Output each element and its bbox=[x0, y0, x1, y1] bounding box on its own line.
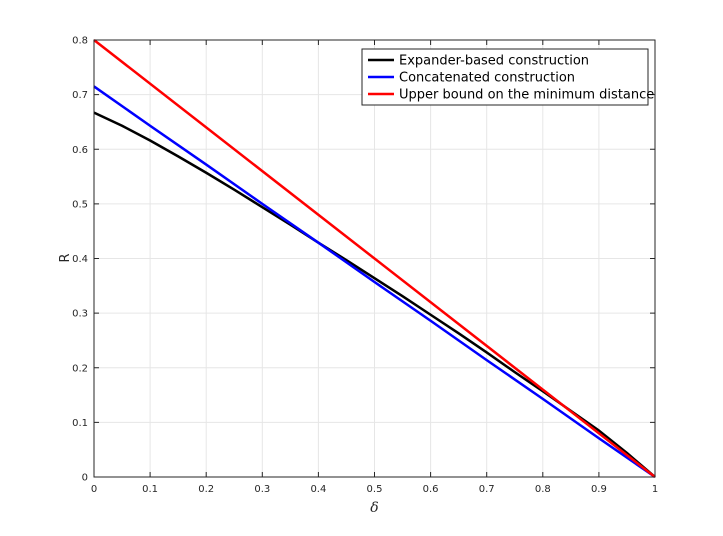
series-layer bbox=[93, 39, 656, 479]
legend-label-1: Expander-based construction bbox=[399, 54, 589, 69]
x-tick-label: 0.6 bbox=[423, 484, 439, 495]
x-tick-label: 0.9 bbox=[591, 484, 607, 495]
legend-box bbox=[361, 48, 649, 106]
series-line-2 bbox=[93, 85, 656, 479]
y-tick-label: 0 bbox=[82, 473, 88, 484]
x-tick-label: 0.7 bbox=[479, 484, 495, 495]
legend-label-2: Concatenated construction bbox=[399, 71, 575, 86]
x-tick-label: 0 bbox=[91, 484, 97, 495]
y-tick-label: 0.1 bbox=[72, 418, 88, 429]
y-tick-label: 0.6 bbox=[72, 145, 88, 156]
y-tick-label: 0.7 bbox=[72, 90, 88, 101]
x-tick-label: 0.1 bbox=[142, 484, 158, 495]
y-tick-label: 0.3 bbox=[72, 309, 88, 320]
x-tick-label: 1 bbox=[652, 484, 658, 495]
y-axis-label: R bbox=[58, 253, 73, 262]
ticks: 0 0.1 0.2 0.3 0.4 0.5 0.6 0.7 0.8 0.9 1 0 0.1 0.2 0.3 0… bbox=[72, 36, 658, 496]
y-tick-label: 0.5 bbox=[72, 199, 88, 210]
x-tick-label: 0.4 bbox=[310, 484, 326, 495]
y-tick-label: 0.2 bbox=[72, 363, 88, 374]
legend: Expander-based construction Concatenated … bbox=[361, 48, 654, 106]
x-tick-label: 0.3 bbox=[254, 484, 270, 495]
y-tick-label: 0.4 bbox=[72, 254, 88, 265]
series-line-3 bbox=[93, 39, 656, 478]
x-tick-label: 0.2 bbox=[198, 484, 214, 495]
y-tick-label: 0.8 bbox=[72, 36, 88, 47]
x-tick-label: 0.5 bbox=[367, 484, 383, 495]
legend-label-3: Upper bound on the minimum distance bbox=[399, 88, 654, 103]
x-axis-label: δ bbox=[370, 500, 378, 516]
x-tick-label: 0.8 bbox=[535, 484, 551, 495]
